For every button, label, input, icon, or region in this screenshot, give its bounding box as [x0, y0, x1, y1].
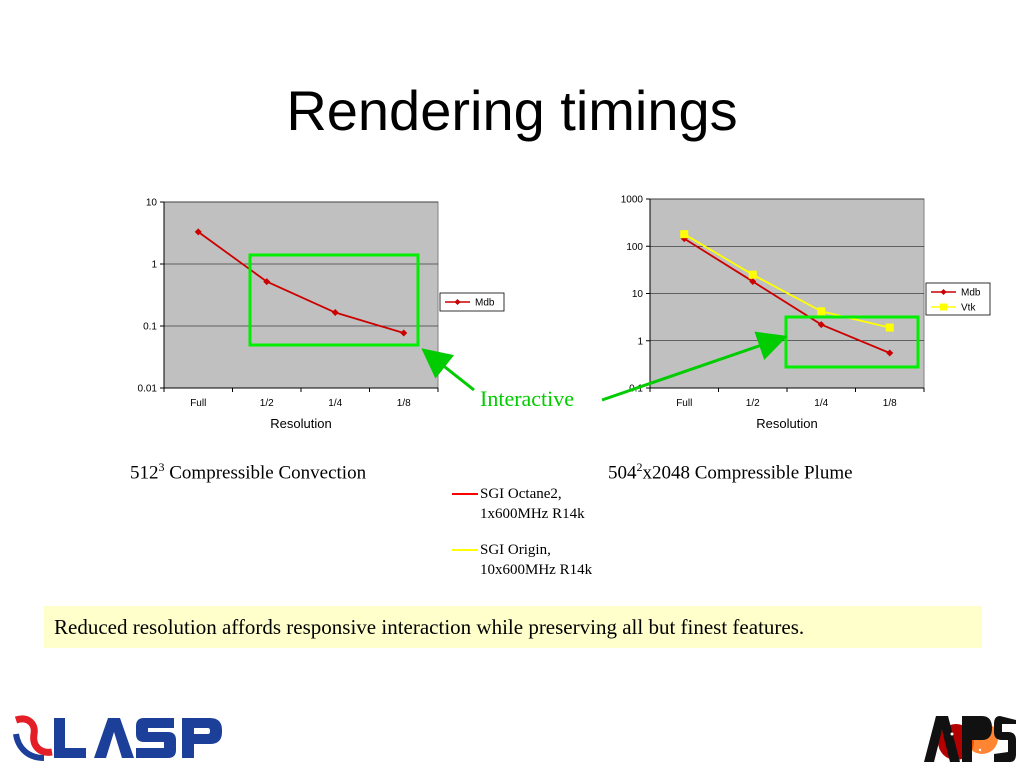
data-point [748, 270, 757, 279]
machine-legend: SGI Octane2, 1x600MHz R14k SGI Origin, 1… [452, 484, 642, 596]
machine-item-octane: SGI Octane2, 1x600MHz R14k [452, 484, 642, 524]
y-tick-label: 10 [146, 198, 158, 209]
x-tick-label: Full [190, 398, 206, 409]
legend-marker [454, 299, 461, 305]
machine-name-octane: SGI Octane2, [480, 486, 562, 502]
caption-convection-sup: 3 [158, 460, 165, 474]
x-tick-label: 1/2 [746, 398, 760, 409]
legend-label: Mdb [961, 288, 981, 299]
plot-area [163, 201, 439, 389]
caption-plume-base: 504 [608, 462, 637, 484]
x-axis-title: Resolution [270, 416, 331, 431]
machine-swatch-octane [452, 493, 478, 495]
data-point [680, 230, 689, 239]
machine-name-origin: SGI Origin, [480, 542, 551, 558]
y-tick-label: 1000 [621, 195, 644, 206]
caption-convection-base: 512 [130, 462, 159, 484]
x-tick-label: 1/8 [397, 398, 411, 409]
legend-label: Mdb [475, 298, 495, 309]
x-tick-label: Full [676, 398, 692, 409]
legend-label: Vtk [961, 303, 976, 314]
caption-convection: 5123 Compressible Convection [130, 460, 366, 484]
x-axis-title: Resolution [756, 416, 817, 431]
y-tick-label: 10 [632, 289, 644, 300]
chart-plume: 1000 100 10 1 0.1 Full 1/2 1/4 1/8 Resolution Mdb V… [621, 195, 991, 431]
x-tick-label: 1/8 [883, 398, 897, 409]
interactive-label: Interactive [480, 386, 575, 411]
data-point [885, 323, 894, 332]
slide-title: Rendering timings [286, 79, 738, 142]
data-point [194, 228, 202, 236]
caption-plume-sup: 2 [636, 460, 643, 474]
caption-plume: 5042x2048 Compressible Plume [608, 460, 853, 484]
machine-item-origin: SGI Origin, 10x600MHz R14k [452, 540, 642, 580]
x-tick-label: 1/4 [328, 398, 342, 409]
data-point [749, 277, 757, 285]
legend-box [925, 282, 991, 316]
y-tick-label: 0.1 [629, 384, 643, 395]
y-tick-label: 1 [637, 336, 643, 347]
y-tick-label: 100 [626, 242, 643, 253]
y-tick-label: 0.1 [143, 322, 157, 333]
x-tick-label: 1/4 [814, 398, 828, 409]
caption-convection-rest: Compressible Convection [164, 462, 367, 484]
y-tick-label: 0.01 [138, 384, 158, 395]
data-point [817, 307, 826, 316]
legend-marker [940, 289, 947, 295]
x-tick-label: 1/2 [260, 398, 274, 409]
summary-note: Reduced resolution affords responsive in… [44, 606, 982, 648]
legend-marker [940, 303, 947, 311]
legend-box [439, 292, 505, 312]
machine-detail-octane: 1x600MHz R14k [480, 506, 585, 522]
chart-convection: 10 1 0.1 0.01 Full 1/2 1/4 1/8 Resolution Mdb [138, 198, 505, 431]
caption-plume-rest: x2048 Compressible Plume [642, 462, 853, 484]
machine-detail-origin: 10x600MHz R14k [480, 562, 593, 578]
aps-logo [922, 712, 1018, 766]
lasp-logo [13, 715, 222, 761]
machine-swatch-origin [452, 549, 478, 551]
y-tick-label: 1 [151, 260, 157, 271]
